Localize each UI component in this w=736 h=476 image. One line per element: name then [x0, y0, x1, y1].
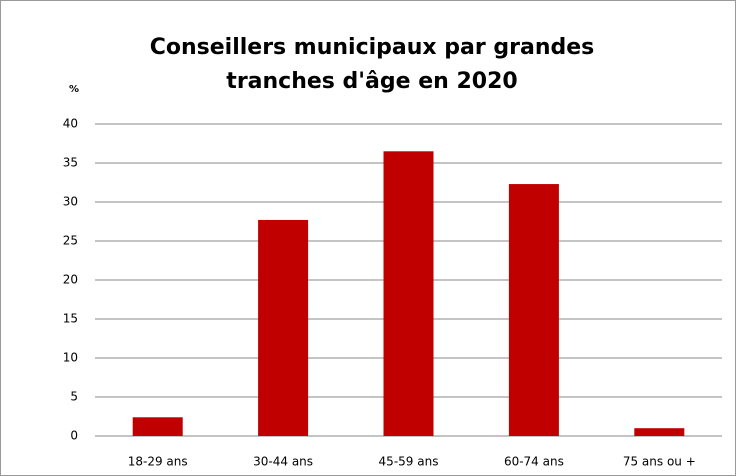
bar	[634, 428, 685, 436]
y-tick-label: 5	[70, 390, 78, 404]
y-tick-label: 25	[63, 234, 78, 248]
y-tick-label: 0	[70, 429, 78, 443]
y-axis-label: %	[69, 84, 79, 95]
y-tick-label: 15	[63, 312, 78, 326]
bar	[132, 417, 183, 436]
chart-title: Conseillers municipaux par grandes	[150, 35, 595, 60]
x-tick-label: 60-74 ans	[504, 455, 564, 469]
bar	[508, 184, 559, 436]
y-tick-label: 40	[63, 117, 78, 131]
x-tick-label: 18-29 ans	[128, 455, 188, 469]
y-tick-label: 30	[63, 195, 78, 209]
bar	[258, 219, 309, 436]
y-tick-label: 35	[63, 156, 78, 170]
x-tick-label: 45-59 ans	[379, 455, 439, 469]
y-tick-label: 20	[63, 273, 78, 287]
x-tick-label: 75 ans ou +	[623, 455, 696, 469]
chart-title: tranches d'âge en 2020	[226, 69, 517, 94]
y-tick-label: 10	[63, 351, 78, 365]
x-tick-label: 30-44 ans	[253, 455, 313, 469]
bar	[383, 151, 434, 437]
